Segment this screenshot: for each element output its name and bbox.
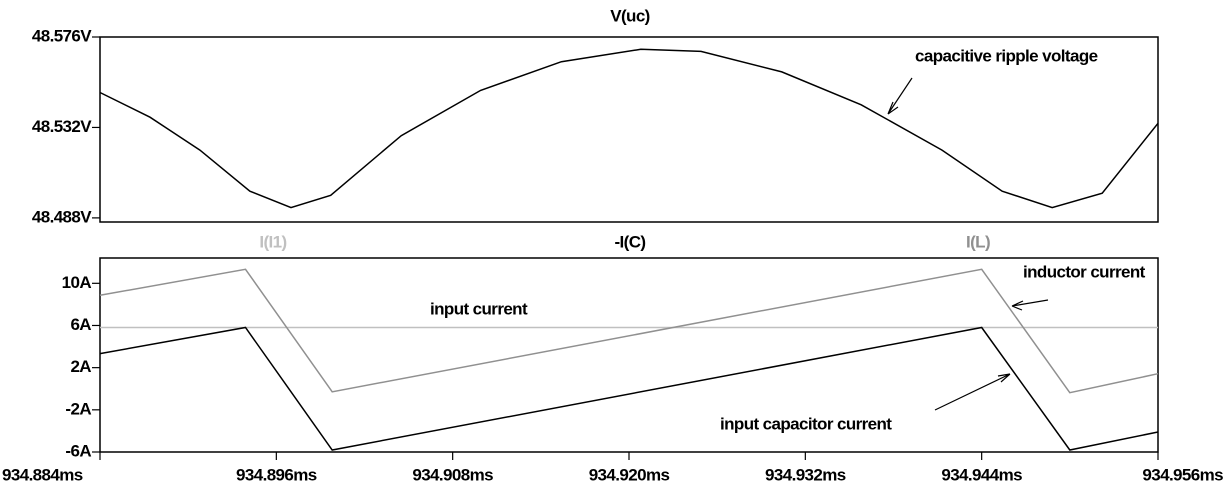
annotation: input current <box>430 299 528 318</box>
series-line <box>99 326 1159 451</box>
series-line <box>99 268 1159 394</box>
x-tick-label: 934.944ms <box>941 465 1022 484</box>
top-plot-frame <box>99 36 1159 223</box>
y-tick-label: 6A <box>70 315 91 334</box>
x-tick-label: 934.908ms <box>412 465 493 484</box>
y-tick-label: -6A <box>65 441 91 460</box>
y-tick-label: 10A <box>62 273 92 292</box>
annotation-arrow <box>1011 299 1049 311</box>
y-tick-label: -2A <box>65 399 91 418</box>
y-tick-label: 48.576V <box>32 26 92 45</box>
x-tick-label: 934.884ms <box>2 465 83 484</box>
annotation: inductor current <box>1023 262 1146 281</box>
x-tick-label: 934.920ms <box>589 465 670 484</box>
series-label: I(I1) <box>259 232 286 251</box>
x-tick-label: 934.932ms <box>765 465 846 484</box>
annotation-arrow <box>934 373 1011 411</box>
series-label: -I(C) <box>615 232 646 251</box>
annotation-arrow <box>887 77 913 115</box>
y-tick-label: 2A <box>70 357 91 376</box>
series-label: I(L) <box>966 232 990 251</box>
annotation: capacitive ripple voltage <box>915 46 1098 65</box>
y-tick-label: 48.532V <box>32 117 92 136</box>
x-tick-label: 934.896ms <box>236 465 317 484</box>
series-line <box>99 48 1159 209</box>
series-label: V(uc) <box>610 6 650 25</box>
y-tick-label: 48.488V <box>32 207 92 226</box>
x-tick-label: 934.956ms <box>1142 465 1223 484</box>
annotation: input capacitor current <box>720 414 892 433</box>
